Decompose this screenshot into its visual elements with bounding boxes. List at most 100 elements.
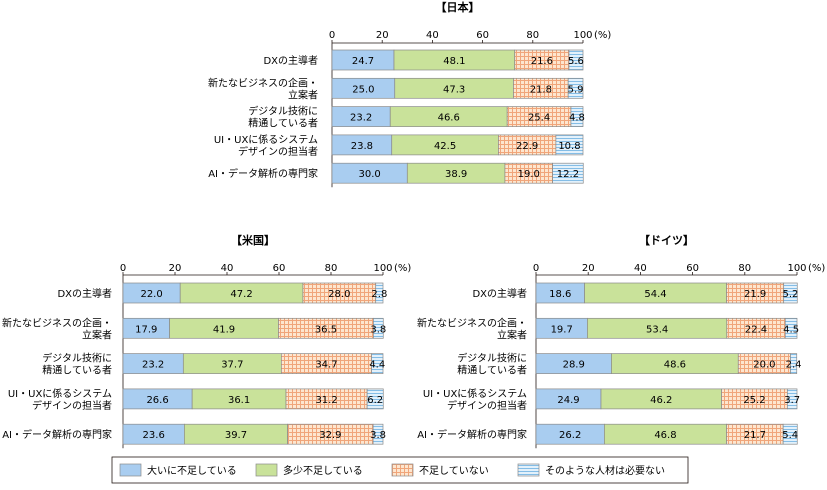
category-label: デザインの担当者: [447, 399, 527, 412]
data-label: 21.8: [530, 84, 552, 95]
category-label: デザインの担当者: [238, 145, 318, 158]
data-label: 34.7: [315, 360, 337, 371]
x-tick-label: 20: [582, 263, 595, 274]
data-label: 23.8: [351, 141, 373, 152]
category-label: 新たなビジネスの企画・: [208, 76, 318, 89]
data-label: 24.7: [352, 56, 374, 67]
bar-row: DXの主導者 18.6 54.4 21.9 5.2: [472, 282, 798, 304]
x-tick-label: 20: [169, 263, 182, 274]
data-label: 18.6: [549, 289, 571, 300]
bar-segment: [570, 106, 584, 127]
data-label: 53.4: [646, 324, 668, 335]
data-label: 2.8: [371, 289, 387, 300]
data-label: 4.5: [783, 324, 799, 335]
x-tick-label: 60: [686, 263, 699, 274]
x-tick-label: 100: [787, 263, 806, 274]
data-label: 3.8: [370, 430, 386, 441]
data-label: 36.5: [315, 324, 337, 335]
bar-segment: [568, 49, 584, 71]
data-label: 10.8: [558, 141, 580, 152]
data-label: 36.1: [228, 395, 250, 406]
bar-segment: [366, 388, 384, 410]
data-label: 2.4: [786, 360, 802, 371]
data-label: 47.2: [230, 289, 252, 300]
unit-label: (%): [394, 263, 411, 274]
x-tick-label: 0: [533, 263, 539, 274]
legend: 大いに不足している 多少不足している 不足していない そのような人材は必要ない: [111, 456, 689, 484]
data-label: 23.2: [350, 113, 372, 124]
data-label: 19.0: [518, 169, 540, 180]
data-label: 46.8: [654, 430, 676, 441]
data-label: 24.9: [557, 395, 579, 406]
data-label: 48.1: [443, 56, 465, 67]
x-tick-label: 80: [325, 263, 338, 274]
data-label: 4.4: [369, 360, 385, 371]
bar-segment: [784, 317, 798, 339]
category-label: 精通している者: [42, 364, 112, 377]
data-label: 26.2: [559, 430, 581, 441]
data-label: 3.7: [784, 395, 800, 406]
legend-swatch: [391, 463, 414, 477]
x-tick-label: 80: [526, 30, 539, 41]
bar-row: DXの主導者 24.7 48.1 21.6 5.6: [263, 49, 584, 71]
chart-panel: 【ドイツ】 0 20 40 60 80 100 (%) DXの主導者 18.6 54.4 21.9 5.…: [417, 234, 825, 449]
category-label: 立案者: [288, 88, 318, 101]
data-label: 30.0: [359, 169, 381, 180]
data-label: 48.6: [664, 360, 686, 371]
category-label: 立案者: [82, 328, 112, 341]
chart-title: 【日本】: [436, 0, 480, 14]
bar-segment: [552, 162, 584, 184]
x-tick-label: 0: [329, 30, 335, 41]
category-label: 精通している者: [457, 364, 527, 377]
bar-segment: [375, 282, 384, 304]
unit-label: (%): [808, 263, 825, 274]
data-label: 3.8: [370, 324, 386, 335]
data-label: 25.2: [743, 395, 765, 406]
data-label: 21.9: [744, 289, 766, 300]
data-label: 23.6: [143, 430, 165, 441]
x-tick-label: 40: [221, 263, 234, 274]
category-label: UI・UXに係るシステム: [214, 134, 318, 146]
data-label: 12.2: [557, 169, 579, 180]
data-label: 28.9: [563, 360, 585, 371]
legend-swatch: [517, 463, 540, 477]
category-label: 精通している者: [248, 117, 318, 130]
legend-label: そのような人材は必要ない: [545, 464, 665, 477]
x-tick-label: 80: [738, 263, 751, 274]
data-label: 37.7: [221, 360, 243, 371]
data-label: 38.9: [445, 169, 467, 180]
chart-title: 【ドイツ】: [639, 234, 694, 247]
x-tick-label: 100: [573, 30, 592, 41]
data-label: 28.0: [328, 289, 350, 300]
data-label: 46.6: [438, 113, 460, 124]
legend-item: 大いに不足している: [119, 463, 237, 477]
category-label: DXの主導者: [57, 287, 112, 300]
data-label: 54.4: [644, 289, 666, 300]
data-label: 39.7: [225, 430, 247, 441]
data-label: 26.6: [146, 395, 168, 406]
category-label: UI・UXに係るシステム: [8, 388, 112, 400]
bar-row: AI・データ解析の専門家 26.2 46.8 21.7 5.4: [417, 423, 798, 445]
legend-label: 不足していない: [419, 465, 489, 477]
data-label: 20.0: [753, 360, 775, 371]
data-label: 17.9: [135, 324, 157, 335]
data-label: 21.7: [744, 430, 766, 441]
bar-segment: [567, 77, 584, 99]
data-label: 25.4: [528, 113, 550, 124]
bar-row: 新たなビジネスの企画・立案者 25.0 47.3 21.8 5.9: [208, 76, 584, 101]
data-label: 5.9: [568, 84, 584, 95]
category-label: 新たなビジネスの企画・: [2, 316, 112, 329]
bar-segment: [371, 353, 384, 374]
category-label: デジタル技術に: [248, 105, 318, 118]
category-label: デザインの担当者: [32, 399, 112, 412]
x-tick-label: 100: [373, 263, 392, 274]
data-label: 41.9: [213, 324, 235, 335]
legend-swatch: [255, 463, 278, 477]
x-tick-label: 60: [476, 30, 489, 41]
